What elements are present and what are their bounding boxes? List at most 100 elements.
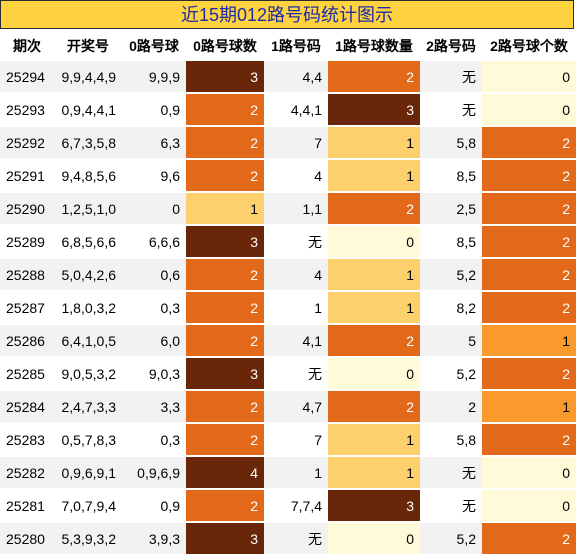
two-nums-cell: 无: [420, 93, 482, 127]
zero-nums-cell: 9,0,3: [122, 357, 186, 391]
draw-cell: 0,5,7,8,3: [54, 423, 122, 457]
one-nums-cell: 1: [264, 456, 328, 490]
header-one-nums: 1路号码: [264, 31, 328, 61]
zero-nums-cell: 6,3: [122, 126, 186, 160]
table-row: 25282 0,9,6,9,1 0,9,6,9 4 1 1 无 0: [0, 456, 576, 490]
zero-count-cell: 4: [186, 456, 264, 490]
one-nums-cell: 无: [264, 522, 328, 556]
one-count-cell: 1: [328, 159, 420, 193]
table-row: 25285 9,0,5,3,2 9,0,3 3 无 0 5,2 2: [0, 357, 576, 391]
zero-nums-cell: 0,9: [122, 489, 186, 523]
one-nums-cell: 4: [264, 258, 328, 292]
table-row: 25280 5,3,9,3,2 3,9,3 3 无 0 5,2 2: [0, 522, 576, 556]
table-row: 25290 1,2,5,1,0 0 1 1,1 2 2,5 2: [0, 192, 576, 226]
period-cell: 25293: [0, 93, 54, 127]
one-count-cell: 1: [328, 126, 420, 160]
table-body: 25294 9,9,4,4,9 9,9,9 3 4,4 2 无 0 25293 0,9,4,4,1…: [0, 61, 576, 556]
zero-count-cell: 2: [186, 390, 264, 424]
zero-count-cell: 1: [186, 192, 264, 226]
table-row: 25286 6,4,1,0,5 6,0 2 4,1 2 5 1: [0, 324, 576, 358]
zero-nums-cell: 3,9,3: [122, 522, 186, 556]
draw-cell: 9,9,4,4,9: [54, 61, 122, 94]
zero-nums-cell: 9,6: [122, 159, 186, 193]
draw-cell: 7,0,7,9,4: [54, 489, 122, 523]
one-nums-cell: 无: [264, 357, 328, 391]
draw-cell: 6,8,5,6,6: [54, 225, 122, 259]
two-count-cell: 2: [482, 192, 576, 226]
zero-nums-cell: 0,9,6,9: [122, 456, 186, 490]
two-count-cell: 1: [482, 390, 576, 424]
two-count-cell: 0: [482, 489, 576, 523]
one-nums-cell: 7,7,4: [264, 489, 328, 523]
header-one-count: 1路号球数量: [328, 31, 420, 61]
period-cell: 25289: [0, 225, 54, 259]
draw-cell: 5,3,9,3,2: [54, 522, 122, 556]
table-row: 25283 0,5,7,8,3 0,3 2 7 1 5,8 2: [0, 423, 576, 457]
zero-count-cell: 2: [186, 93, 264, 127]
two-nums-cell: 5: [420, 324, 482, 358]
draw-cell: 6,7,3,5,8: [54, 126, 122, 160]
table-row: 25293 0,9,4,4,1 0,9 2 4,4,1 3 无 0: [0, 93, 576, 127]
period-cell: 25291: [0, 159, 54, 193]
two-nums-cell: 5,2: [420, 522, 482, 556]
two-nums-cell: 无: [420, 61, 482, 94]
table-row: 25287 1,8,0,3,2 0,3 2 1 1 8,2 2: [0, 291, 576, 325]
two-count-cell: 2: [482, 225, 576, 259]
period-cell: 25284: [0, 390, 54, 424]
period-cell: 25288: [0, 258, 54, 292]
table-row: 25291 9,4,8,5,6 9,6 2 4 1 8,5 2: [0, 159, 576, 193]
table-row: 25281 7,0,7,9,4 0,9 2 7,7,4 3 无 0: [0, 489, 576, 523]
two-nums-cell: 8,5: [420, 225, 482, 259]
one-nums-cell: 4,4,1: [264, 93, 328, 127]
period-cell: 25285: [0, 357, 54, 391]
period-cell: 25280: [0, 522, 54, 556]
draw-cell: 9,0,5,3,2: [54, 357, 122, 391]
draw-cell: 1,2,5,1,0: [54, 192, 122, 226]
one-count-cell: 2: [328, 61, 420, 94]
draw-cell: 0,9,6,9,1: [54, 456, 122, 490]
one-count-cell: 1: [328, 423, 420, 457]
zero-nums-cell: 0,6: [122, 258, 186, 292]
two-count-cell: 2: [482, 126, 576, 160]
zero-nums-cell: 3,3: [122, 390, 186, 424]
table-row: 25292 6,7,3,5,8 6,3 2 7 1 5,8 2: [0, 126, 576, 160]
two-nums-cell: 5,2: [420, 258, 482, 292]
draw-cell: 0,9,4,4,1: [54, 93, 122, 127]
one-count-cell: 2: [328, 390, 420, 424]
zero-count-cell: 2: [186, 324, 264, 358]
two-count-cell: 0: [482, 456, 576, 490]
one-count-cell: 3: [328, 489, 420, 523]
zero-count-cell: 3: [186, 357, 264, 391]
two-nums-cell: 5,8: [420, 423, 482, 457]
two-count-cell: 2: [482, 522, 576, 556]
two-nums-cell: 5,2: [420, 357, 482, 391]
one-nums-cell: 7: [264, 423, 328, 457]
one-nums-cell: 4,7: [264, 390, 328, 424]
table-row: 25288 5,0,4,2,6 0,6 2 4 1 5,2 2: [0, 258, 576, 292]
draw-cell: 9,4,8,5,6: [54, 159, 122, 193]
zero-nums-cell: 0: [122, 192, 186, 226]
header-zero-count: 0路号球数: [186, 31, 264, 61]
one-nums-cell: 1,1: [264, 192, 328, 226]
one-nums-cell: 4,1: [264, 324, 328, 358]
one-nums-cell: 1: [264, 291, 328, 325]
draw-cell: 5,0,4,2,6: [54, 258, 122, 292]
period-cell: 25286: [0, 324, 54, 358]
zero-count-cell: 2: [186, 489, 264, 523]
one-count-cell: 3: [328, 93, 420, 127]
one-nums-cell: 7: [264, 126, 328, 160]
header-zero-nums: 0路号球: [122, 31, 186, 61]
zero-nums-cell: 9,9,9: [122, 61, 186, 94]
zero-nums-cell: 0,3: [122, 423, 186, 457]
two-count-cell: 2: [482, 291, 576, 325]
zero-nums-cell: 6,0: [122, 324, 186, 358]
period-cell: 25281: [0, 489, 54, 523]
two-count-cell: 1: [482, 324, 576, 358]
two-count-cell: 2: [482, 159, 576, 193]
two-nums-cell: 8,5: [420, 159, 482, 193]
draw-cell: 6,4,1,0,5: [54, 324, 122, 358]
zero-count-cell: 2: [186, 159, 264, 193]
two-count-cell: 2: [482, 258, 576, 292]
two-nums-cell: 5,8: [420, 126, 482, 160]
